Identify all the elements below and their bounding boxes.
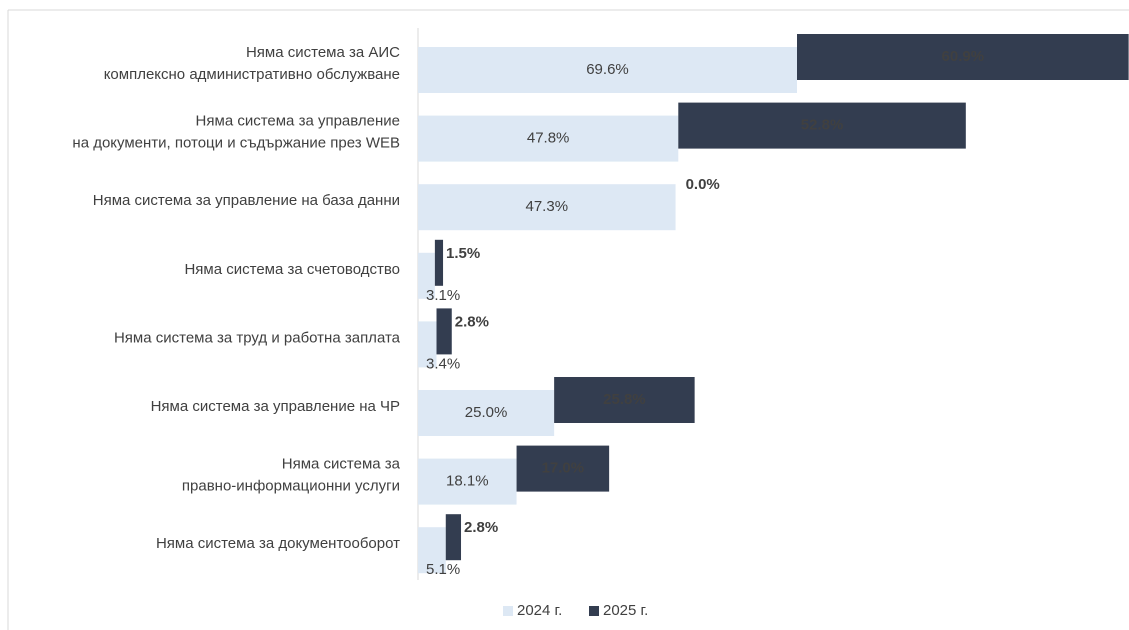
bar-2025 — [797, 34, 1129, 80]
bar-2024 — [418, 184, 676, 231]
category-label: Няма система за документооборот — [156, 535, 400, 552]
bar-2024 — [418, 390, 555, 436]
value-label-2024: 3.4% — [426, 355, 460, 372]
bar-2025 — [445, 514, 462, 561]
value-label-2024: 47.8% — [527, 130, 570, 147]
legend-swatch — [503, 606, 513, 616]
bar-2024 — [418, 47, 798, 93]
value-label-2025: 52.8% — [801, 117, 844, 134]
bar-2024 — [418, 458, 517, 505]
legend-swatch — [589, 606, 599, 616]
bar-2024 — [418, 252, 435, 299]
category-label: Няма система за правно-информационни услу… — [182, 456, 401, 495]
category-label: Няма система за АИС комплексно администра… — [104, 44, 400, 83]
bar-2025 — [678, 102, 966, 149]
value-label-2024: 25.0% — [465, 404, 508, 421]
category-label: Няма система за управление на ЧР — [151, 398, 400, 415]
bar-2025 — [434, 239, 444, 286]
legend-label: 2025 г. — [603, 602, 648, 619]
value-label-2025: 0.0% — [686, 176, 720, 193]
bar-2024 — [418, 321, 437, 368]
value-label-2025: 25.8% — [603, 391, 646, 408]
value-label-2024: 18.1% — [446, 473, 489, 490]
value-label-2024: 69.6% — [586, 61, 629, 78]
value-label-2025: 60.9% — [942, 48, 985, 65]
bar-2024 — [418, 115, 679, 162]
bar-2025 — [436, 308, 452, 355]
category-label: Няма система за труд и работна заплата — [114, 329, 401, 346]
bar-2025 — [516, 445, 610, 492]
bar-2024 — [418, 527, 446, 574]
value-label-2025: 1.5% — [446, 245, 480, 262]
value-label-2024: 5.1% — [426, 561, 460, 578]
value-label-2024: 47.3% — [526, 198, 569, 215]
value-label-2024: 3.1% — [426, 287, 460, 304]
category-label: Няма система за счетоводство — [184, 261, 400, 278]
value-label-2025: 17.0% — [542, 460, 585, 477]
legend-label: 2024 г. — [517, 602, 562, 619]
value-label-2025: 2.8% — [455, 313, 489, 330]
category-label: Няма система за управление на база данни — [93, 192, 400, 209]
value-label-2025: 2.8% — [464, 519, 498, 536]
bar-2025 — [554, 377, 695, 423]
category-label: Няма система за управление на документи, … — [72, 113, 400, 152]
